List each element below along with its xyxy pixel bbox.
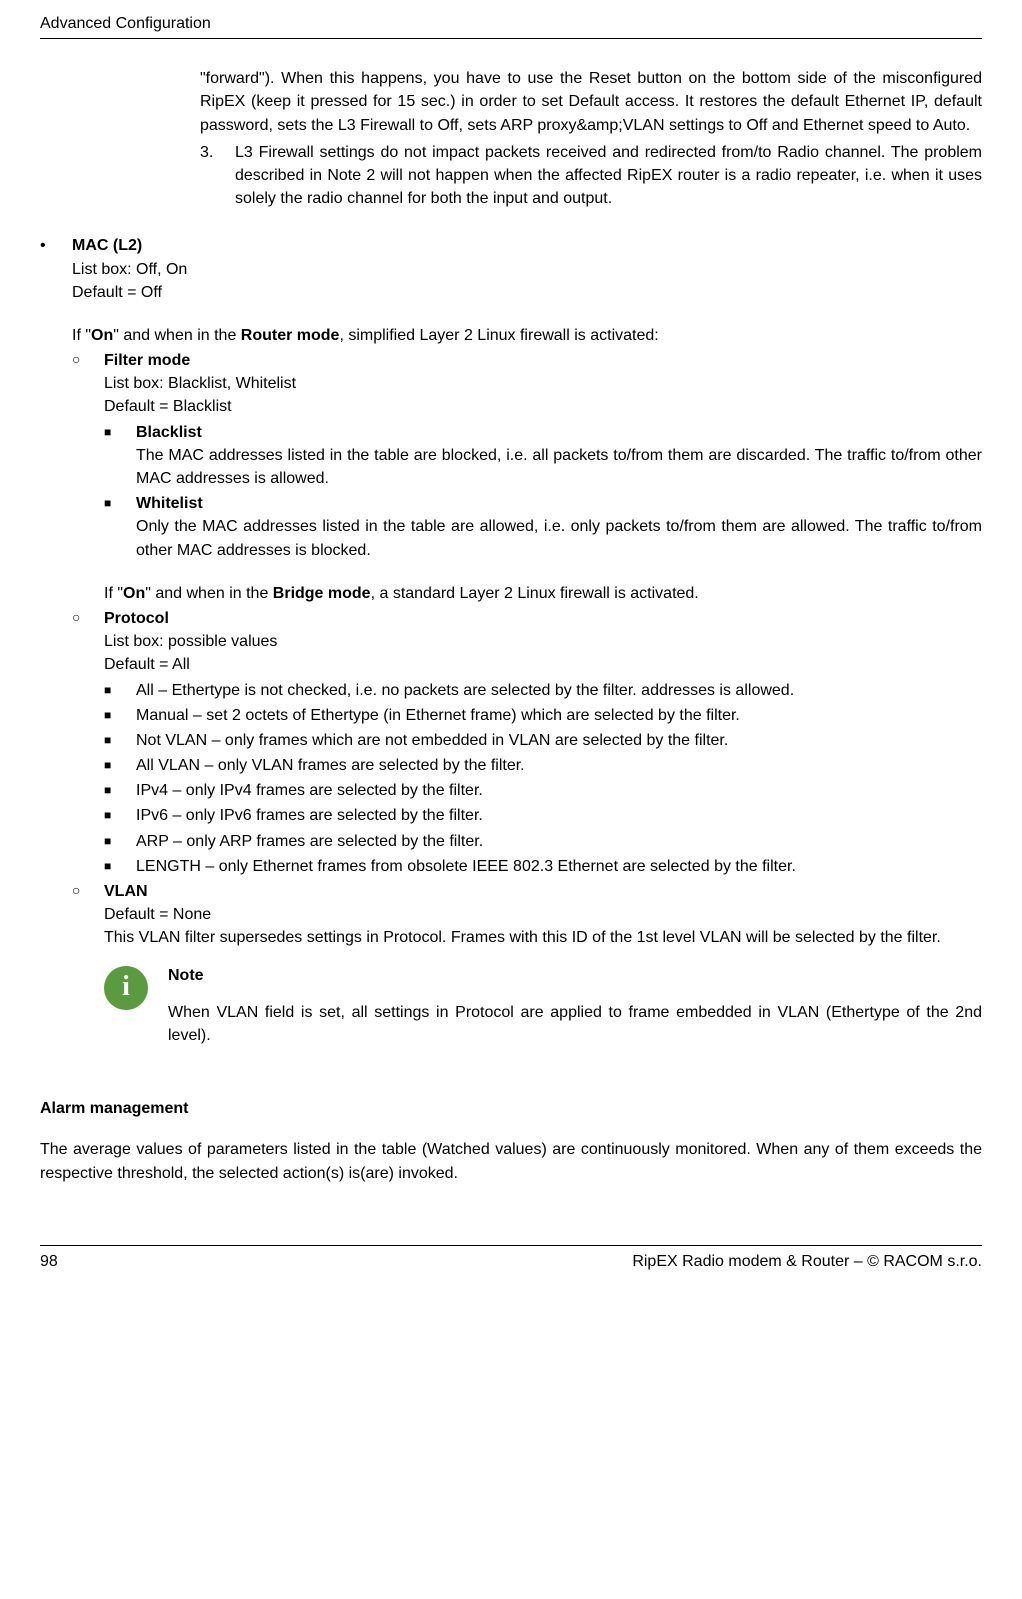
bullet-square-icon: ■ — [104, 754, 136, 777]
vlan-text: This VLAN filter supersedes settings in … — [104, 926, 982, 949]
t: All – Ethertype is not checked, i.e. no … — [136, 679, 982, 702]
t: Not VLAN – only frames which are not emb… — [136, 729, 982, 752]
vlan-default: Default = None — [104, 903, 982, 926]
vlan-section: ○ VLAN Default = None This VLAN filter s… — [72, 880, 982, 1067]
bullet-square-icon: ■ — [104, 779, 136, 802]
t: ARP – only ARP frames are selected by th… — [136, 830, 982, 853]
note-text: When VLAN field is set, all settings in … — [168, 1001, 982, 1047]
t: Router mode — [241, 327, 340, 344]
bullet-circle-icon: ○ — [72, 349, 104, 605]
mac-listbox: List box: Off, On — [72, 258, 982, 281]
mac-intro-line: If "On" and when in the Router mode, sim… — [72, 324, 982, 347]
mac-default: Default = Off — [72, 281, 982, 304]
bullet-circle-icon: ○ — [72, 607, 104, 878]
protocol-item-ipv6: ■ IPv6 – only IPv6 frames are selected b… — [104, 804, 982, 827]
t: Bridge mode — [273, 585, 371, 602]
protocol-title: Protocol — [104, 607, 982, 630]
continued-text-block: "forward"). When this happens, you have … — [200, 67, 982, 210]
t: On — [123, 585, 145, 602]
mac-content: MAC (L2) List box: Off, On Default = Off… — [72, 234, 982, 1067]
protocol-content: Protocol List box: possible values Defau… — [104, 607, 982, 878]
t: IPv6 – only IPv6 frames are selected by … — [136, 804, 982, 827]
header-title: Advanced Configuration — [40, 15, 211, 32]
note-block: i Note When VLAN field is set, all setti… — [104, 964, 982, 1048]
protocol-listbox: List box: possible values — [104, 630, 982, 653]
note-title: Note — [168, 964, 982, 987]
t: , a standard Layer 2 Linux firewall is a… — [371, 585, 699, 602]
t: If " — [104, 585, 123, 602]
bullet-square-icon: ■ — [104, 804, 136, 827]
blacklist-title: Blacklist — [136, 421, 982, 444]
numbered-item-3: 3. L3 Firewall settings do not impact pa… — [200, 141, 982, 211]
whitelist-title: Whitelist — [136, 492, 982, 515]
note-content: Note When VLAN field is set, all setting… — [168, 964, 982, 1048]
protocol-item-arp: ■ ARP – only ARP frames are selected by … — [104, 830, 982, 853]
protocol-item-length: ■ LENGTH – only Ethernet frames from obs… — [104, 855, 982, 878]
item-number: 3. — [200, 141, 235, 211]
bullet-square-icon: ■ — [104, 830, 136, 853]
bullet-circle-icon: ○ — [72, 880, 104, 1067]
t: , simplified Layer 2 Linux firewall is a… — [339, 327, 658, 344]
t: On — [91, 327, 113, 344]
whitelist-item: ■ Whitelist — [104, 492, 982, 515]
filter-mode-section: ○ Filter mode List box: Blacklist, White… — [72, 349, 982, 605]
filter-default: Default = Blacklist — [104, 395, 982, 418]
protocol-section: ○ Protocol List box: possible values Def… — [72, 607, 982, 878]
t: Manual – set 2 octets of Ethertype (in E… — [136, 704, 982, 727]
item-text: L3 Firewall settings do not impact packe… — [235, 141, 982, 211]
t: All VLAN – only VLAN frames are selected… — [136, 754, 982, 777]
filter-mode-content: Filter mode List box: Blacklist, Whiteli… — [104, 349, 982, 605]
vlan-content: VLAN Default = None This VLAN filter sup… — [104, 880, 982, 1067]
t: LENGTH – only Ethernet frames from obsol… — [136, 855, 982, 878]
bullet-dot-icon: • — [40, 234, 72, 1067]
bullet-square-icon: ■ — [104, 729, 136, 752]
filter-title: Filter mode — [104, 349, 982, 372]
bullet-square-icon: ■ — [104, 855, 136, 878]
protocol-item-allvlan: ■ All VLAN – only VLAN frames are select… — [104, 754, 982, 777]
filter-listbox: List box: Blacklist, Whitelist — [104, 372, 982, 395]
whitelist-text: Only the MAC addresses listed in the tab… — [136, 515, 982, 561]
t: " and when in the — [113, 327, 241, 344]
t: If " — [72, 327, 91, 344]
bullet-square-icon: ■ — [104, 704, 136, 727]
mac-title: MAC (L2) — [72, 234, 982, 257]
t: " and when in the — [145, 585, 273, 602]
mac-section: • MAC (L2) List box: Off, On Default = O… — [40, 234, 982, 1067]
footer-page-number: 98 — [40, 1250, 58, 1273]
bullet-square-icon: ■ — [104, 679, 136, 702]
bullet-square-icon: ■ — [104, 492, 136, 515]
blacklist-item: ■ Blacklist — [104, 421, 982, 444]
info-icon: i — [104, 966, 148, 1010]
alarm-text: The average values of parameters listed … — [40, 1138, 982, 1184]
protocol-item-all: ■ All – Ethertype is not checked, i.e. n… — [104, 679, 982, 702]
t: IPv4 – only IPv4 frames are selected by … — [136, 779, 982, 802]
bullet-square-icon: ■ — [104, 421, 136, 444]
page-footer: 98 RipEX Radio modem & Router – © RACOM … — [40, 1245, 982, 1273]
bridge-mode-line: If "On" and when in the Bridge mode, a s… — [104, 582, 982, 605]
protocol-item-ipv4: ■ IPv4 – only IPv4 frames are selected b… — [104, 779, 982, 802]
protocol-item-notvlan: ■ Not VLAN – only frames which are not e… — [104, 729, 982, 752]
vlan-title: VLAN — [104, 880, 982, 903]
page-header: Advanced Configuration — [40, 12, 982, 39]
alarm-heading: Alarm management — [40, 1097, 982, 1120]
protocol-default: Default = All — [104, 653, 982, 676]
blacklist-text: The MAC addresses listed in the table ar… — [136, 444, 982, 490]
footer-right: RipEX Radio modem & Router – © RACOM s.r… — [632, 1250, 982, 1273]
continued-para: "forward"). When this happens, you have … — [200, 67, 982, 137]
protocol-item-manual: ■ Manual – set 2 octets of Ethertype (in… — [104, 704, 982, 727]
